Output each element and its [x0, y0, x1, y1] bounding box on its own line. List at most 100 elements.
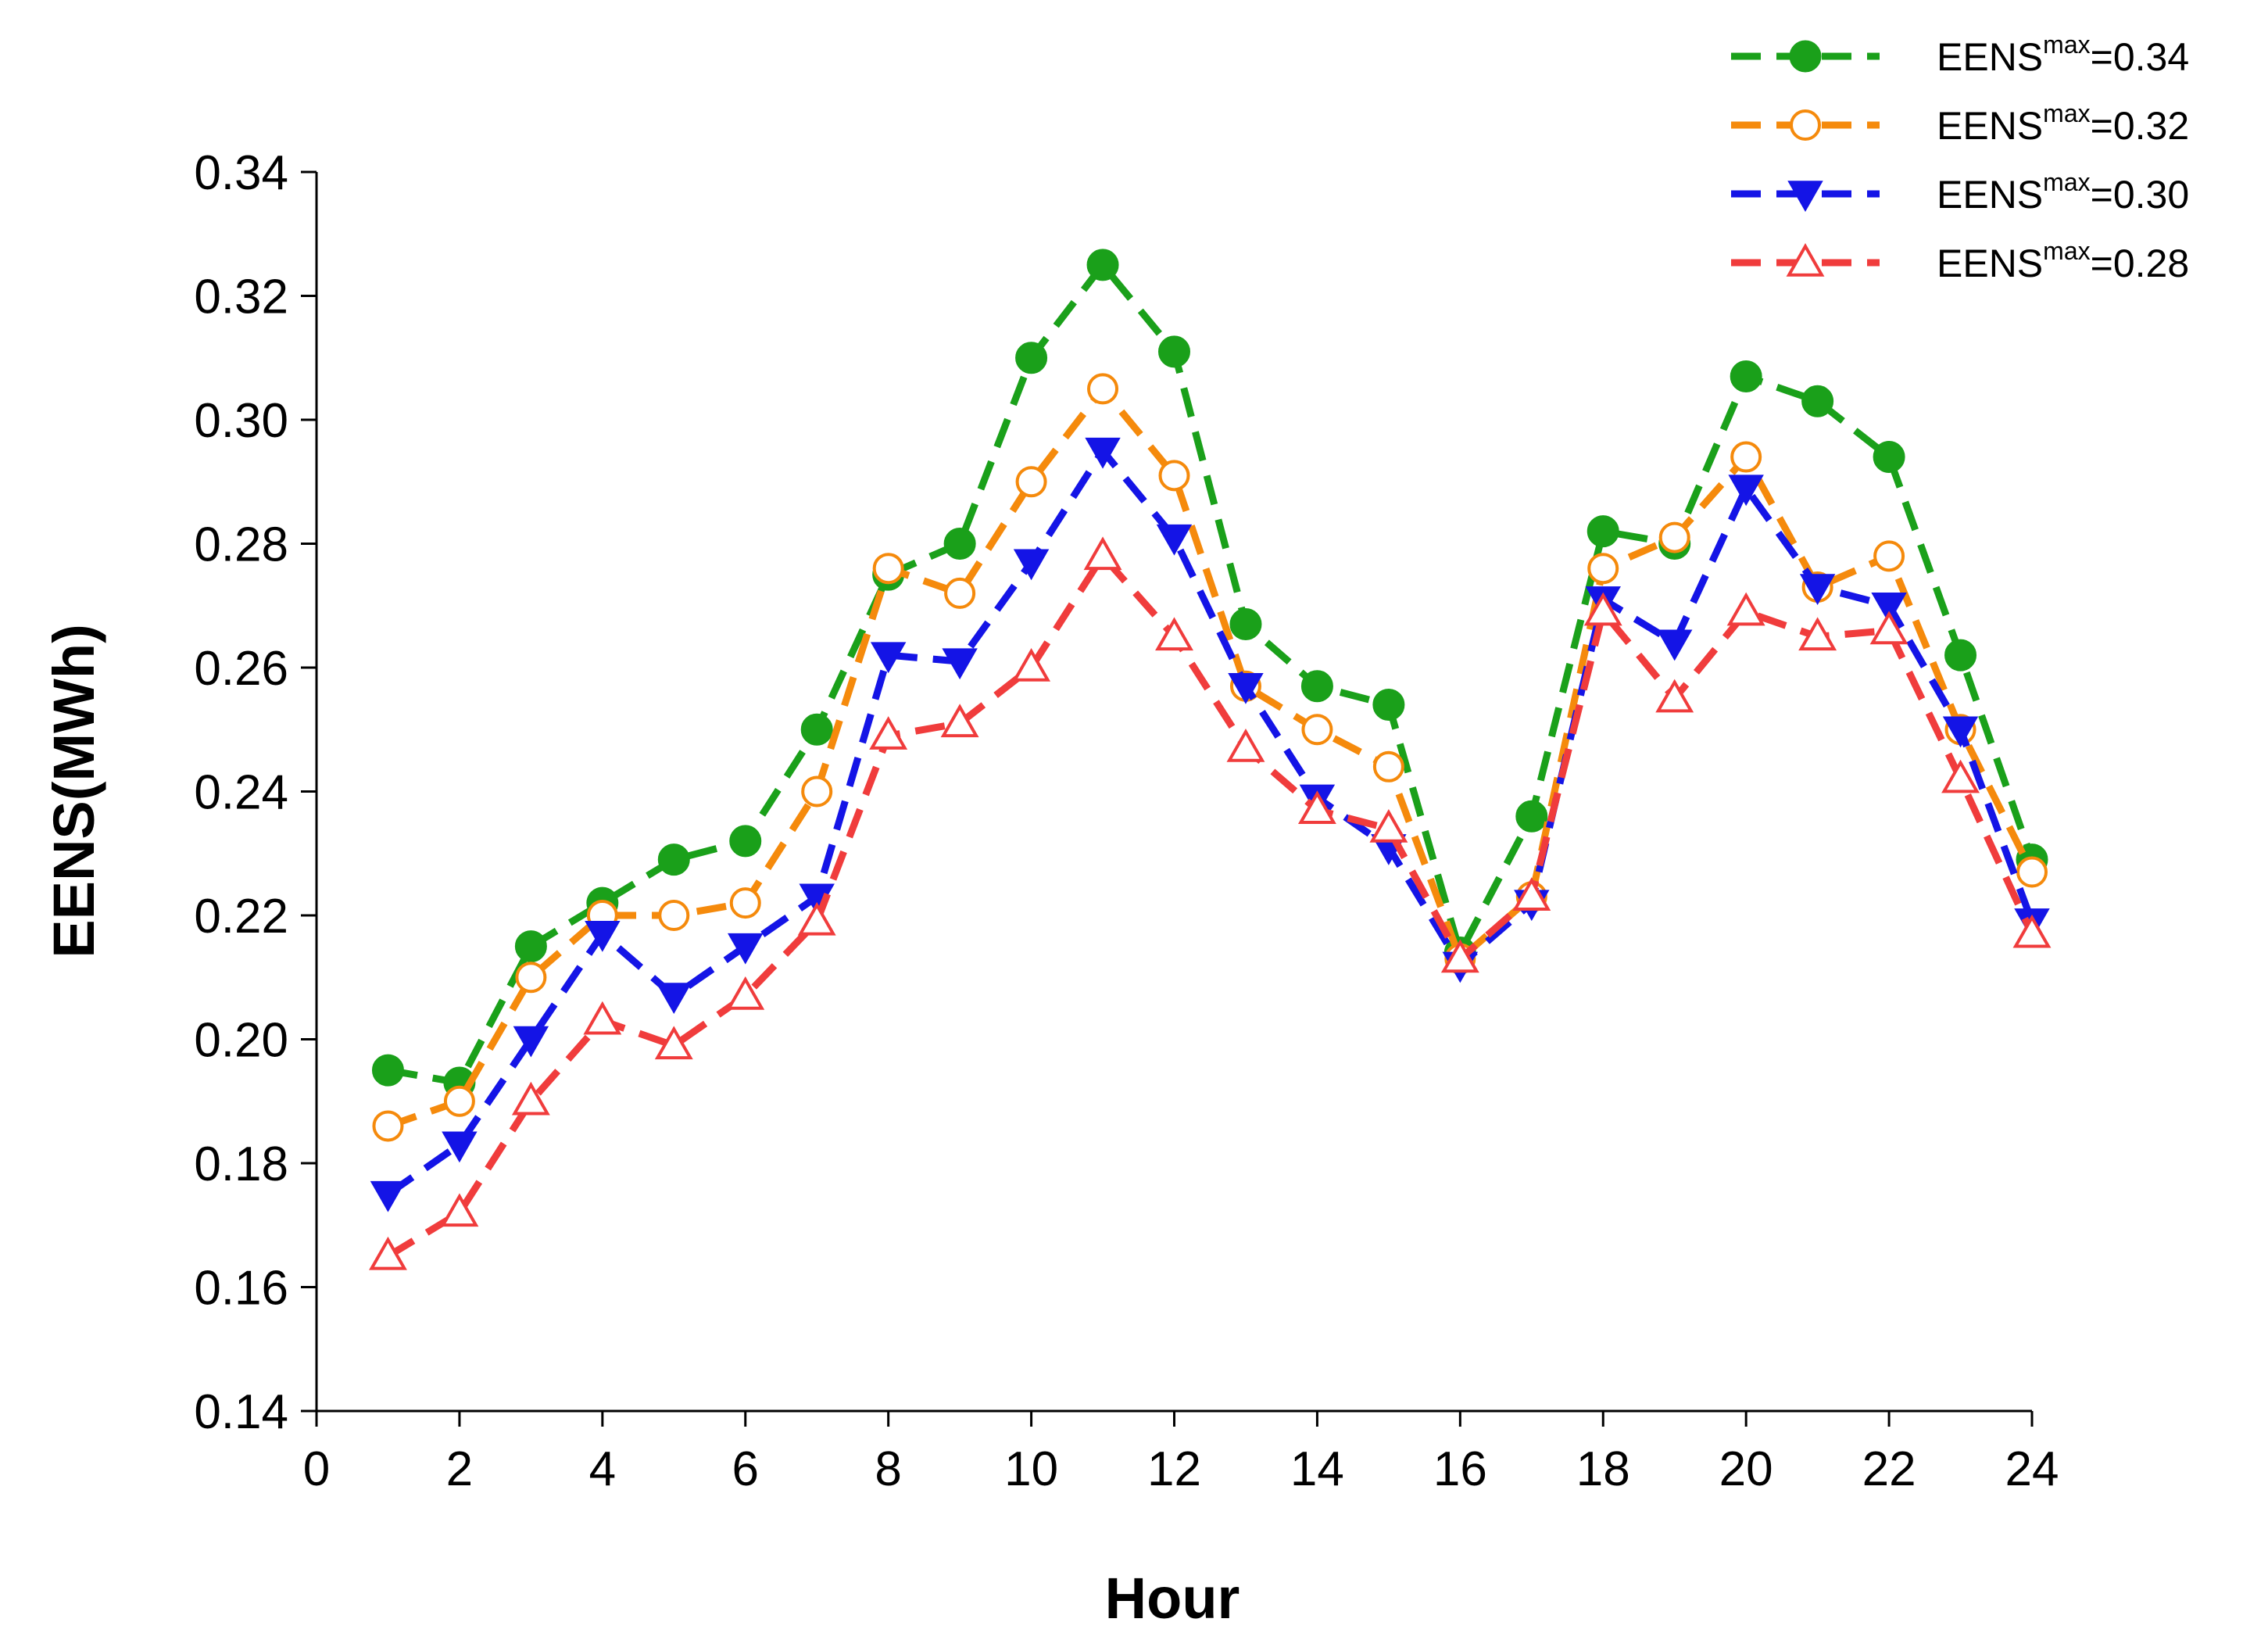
legend-label: EENSmax=0.30	[1937, 168, 2189, 217]
x-tick-label: 22	[1862, 1442, 1916, 1496]
data-point	[657, 843, 690, 876]
legend-item: EENSmax=0.34	[1731, 30, 2189, 79]
x-tick-label: 20	[1719, 1442, 1773, 1496]
data-point	[369, 1236, 407, 1270]
data-point	[1300, 670, 1333, 703]
x-tick-label: 24	[2005, 1442, 2059, 1496]
data-point	[1658, 521, 1690, 553]
data-point	[1871, 593, 1907, 624]
data-point	[1656, 629, 1693, 661]
data-point	[1013, 549, 1050, 581]
data-point	[1012, 647, 1051, 682]
data-point	[1515, 800, 1548, 833]
data-point	[797, 901, 836, 936]
data-point	[2012, 914, 2052, 948]
data-point	[514, 930, 547, 963]
legend-label: EENSmax=0.32	[1937, 99, 2189, 148]
data-point	[940, 704, 979, 738]
y-tick-label: 0.16	[194, 1262, 288, 1316]
data-point	[1156, 524, 1193, 556]
legend-item: EENSmax=0.28	[1731, 237, 2189, 285]
data-point	[944, 577, 976, 609]
series-0	[371, 249, 2048, 1099]
legend-label-base: EENS	[1937, 35, 2043, 79]
data-point	[1226, 728, 1265, 762]
data-point	[583, 1001, 622, 1035]
data-point	[370, 1180, 406, 1212]
data-point	[1087, 373, 1119, 405]
data-point	[1228, 673, 1264, 704]
y-tick-label: 0.28	[194, 518, 288, 572]
data-point	[1869, 611, 1908, 645]
data-point	[1083, 536, 1122, 571]
series-line	[386, 552, 2036, 1259]
data-point	[1801, 385, 1834, 417]
legend-label-value: =0.34	[2091, 35, 2190, 79]
data-point	[726, 976, 765, 1010]
data-point	[513, 1026, 549, 1058]
legend-label-base: EENS	[1937, 104, 2043, 148]
data-point	[942, 648, 978, 680]
legend-label-base: EENS	[1937, 173, 2043, 217]
data-point	[585, 921, 621, 952]
data-point	[443, 1085, 475, 1117]
data-point	[1587, 553, 1619, 585]
axes: 0.14 0.16 0.18 0.20 0.22 0.24 0.26 0.28 0.30 0.32…	[194, 146, 2059, 1496]
data-point	[1728, 475, 1764, 507]
data-point	[1229, 608, 1262, 641]
x-tick-label: 2	[446, 1442, 473, 1496]
data-point	[1372, 689, 1405, 722]
data-point	[1942, 716, 1979, 748]
data-point	[729, 825, 762, 858]
data-point	[658, 900, 690, 931]
legend-label-value: =0.32	[2091, 104, 2190, 148]
legend-item: EENSmax=0.32	[1731, 99, 2189, 148]
data-point	[515, 962, 547, 994]
legend: EENSmax=0.34EENSmax=0.32EENSmax=0.30EENS…	[1731, 30, 2189, 285]
data-point	[1015, 466, 1047, 498]
data-point	[1726, 592, 1765, 626]
y-tick-label: 0.14	[194, 1385, 288, 1439]
data-point	[1789, 40, 1822, 73]
y-tick-label: 0.30	[194, 394, 288, 448]
legend-label-value: =0.30	[2091, 173, 2190, 217]
data-point	[872, 553, 904, 585]
series-3	[369, 536, 2052, 1270]
data-point	[1512, 877, 1551, 911]
data-point	[1301, 714, 1333, 746]
data-point	[728, 933, 764, 965]
data-point	[440, 1193, 479, 1227]
data-point	[1799, 574, 1836, 605]
data-point	[1372, 750, 1404, 783]
data-point	[870, 642, 907, 674]
data-point	[1798, 617, 1837, 651]
y-tick-label: 0.20	[194, 1014, 288, 1068]
data-point	[656, 983, 692, 1015]
x-tick-label: 10	[1004, 1442, 1058, 1496]
data-point	[943, 528, 976, 560]
x-tick-label: 6	[732, 1442, 759, 1496]
x-tick-label: 8	[875, 1442, 901, 1496]
x-tick-label: 4	[589, 1442, 616, 1496]
data-point	[654, 1026, 693, 1060]
data-point	[1873, 540, 1905, 572]
series-line	[385, 447, 2036, 1198]
y-tick-label: 0.34	[194, 146, 288, 200]
y-axis-title: EENS(MWh)	[41, 624, 106, 958]
y-tick-label: 0.32	[194, 270, 288, 324]
y-tick-label: 0.18	[194, 1137, 288, 1191]
x-tick-label: 18	[1576, 1442, 1630, 1496]
data-point	[372, 1110, 404, 1142]
y-tick-label: 0.22	[194, 890, 288, 944]
series-layer	[369, 249, 2052, 1270]
data-point	[1730, 441, 1762, 473]
data-point	[2016, 856, 2048, 888]
data-point	[1155, 617, 1193, 651]
data-point	[1369, 809, 1408, 843]
data-point	[1158, 335, 1190, 368]
data-point	[1085, 437, 1121, 469]
data-point	[1941, 759, 1980, 793]
data-point	[1015, 342, 1048, 374]
x-tick-label: 14	[1290, 1442, 1344, 1496]
